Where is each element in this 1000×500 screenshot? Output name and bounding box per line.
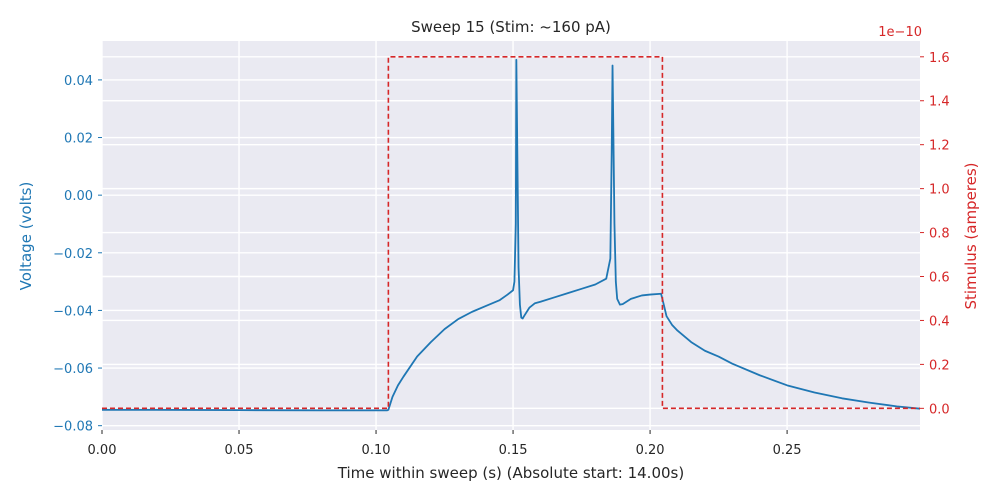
y-left-axis-title: Voltage (volts) (17, 182, 35, 291)
y-left-axis-ticks: 0.04 0.02 0.00 −0.02 −0.04 −0.06 −0.08 (53, 74, 102, 435)
y-right-tick-label: 1.4 (929, 95, 950, 110)
series-layer (102, 55, 920, 412)
x-tick-label: 0.00 (88, 443, 117, 458)
voltage-series-line (102, 58, 920, 412)
y-right-axis-title: Stimulus (amperes) (962, 162, 980, 309)
x-axis-title: Time within sweep (s) (Absolute start: 1… (337, 464, 684, 482)
y-right-tick-label: 0.0 (929, 402, 950, 417)
y-right-tick-label: 0.6 (929, 271, 950, 286)
y-left-tick-label: −0.04 (53, 304, 93, 319)
y-right-tick-label: 1.2 (929, 139, 950, 154)
x-tick-label: 0.05 (225, 443, 254, 458)
x-axis-ticks: 0.00 0.05 0.10 0.15 0.20 0.25 (88, 430, 802, 458)
y-left-tick-label: −0.08 (53, 420, 93, 435)
x-tick-label: 0.15 (499, 443, 528, 458)
y-left-tick-label: 0.00 (64, 189, 93, 204)
chart-title: Sweep 15 (Stim: ~160 pA) (411, 18, 611, 36)
y-left-tick-label: 0.02 (64, 132, 93, 147)
y-right-tick-label: 1.6 (929, 51, 950, 66)
y-right-tick-label: 0.2 (929, 358, 950, 373)
x-tick-label: 0.10 (362, 443, 391, 458)
y-left-tick-label: −0.06 (53, 362, 93, 377)
stimulus-series-line (102, 55, 920, 410)
y-right-offset-label: 1e−10 (878, 25, 922, 40)
plot-area (102, 41, 920, 430)
y-left-tick-label: 0.04 (64, 74, 93, 89)
y-right-tick-label: 0.4 (929, 314, 950, 329)
y-right-axis-ticks: 0.0 0.2 0.4 0.6 0.8 1.0 1.2 1.4 1.6 (920, 51, 950, 417)
x-tick-label: 0.20 (636, 443, 665, 458)
y-right-tick-label: 1.0 (929, 183, 950, 198)
y-left-tick-label: −0.02 (53, 247, 93, 262)
x-tick-label: 0.25 (773, 443, 802, 458)
y-right-tick-label: 0.8 (929, 227, 950, 242)
